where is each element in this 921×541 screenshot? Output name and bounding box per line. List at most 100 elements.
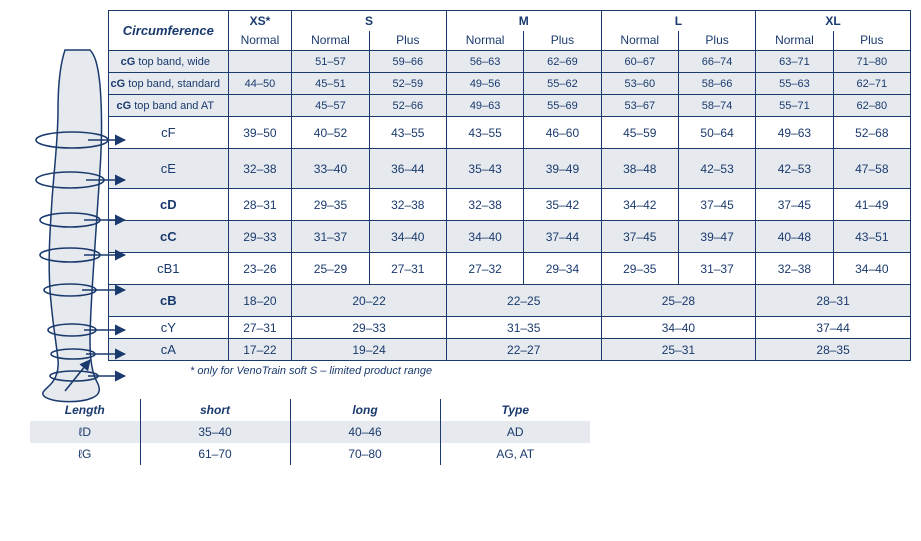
data-cell: 45–51 bbox=[292, 73, 369, 95]
data-cell: 37–45 bbox=[601, 221, 678, 253]
data-cell: 50–64 bbox=[678, 117, 755, 149]
length-cell: 40–46 bbox=[290, 421, 440, 443]
data-cell: 55–63 bbox=[756, 73, 833, 95]
data-cell: 22–25 bbox=[446, 285, 601, 317]
data-cell: 39–50 bbox=[228, 117, 292, 149]
data-cell: 62–69 bbox=[524, 51, 601, 73]
data-cell: 43–51 bbox=[833, 221, 910, 253]
data-cell: 34–40 bbox=[369, 221, 446, 253]
data-cell: 58–74 bbox=[678, 95, 755, 117]
data-cell: 39–47 bbox=[678, 221, 755, 253]
data-cell: 38–48 bbox=[601, 149, 678, 189]
data-cell: 59–66 bbox=[369, 51, 446, 73]
size-l: L bbox=[601, 11, 756, 31]
data-cell: 41–49 bbox=[833, 189, 910, 221]
data-cell: 32–38 bbox=[228, 149, 292, 189]
data-cell: 29–34 bbox=[524, 253, 601, 285]
subheader-cell: Normal bbox=[756, 31, 833, 51]
subheader-cell: Plus bbox=[369, 31, 446, 51]
length-header: long bbox=[290, 399, 440, 421]
data-cell: 55–69 bbox=[524, 95, 601, 117]
cg-row-label: cG top band, wide bbox=[109, 51, 229, 73]
data-cell: 47–58 bbox=[833, 149, 910, 189]
data-cell: 40–52 bbox=[292, 117, 369, 149]
subheader-cell: Normal bbox=[446, 31, 523, 51]
subheader-cell: Normal bbox=[292, 31, 369, 51]
subheader-cell: Normal bbox=[601, 31, 678, 51]
data-cell: 31–37 bbox=[678, 253, 755, 285]
data-cell: 31–35 bbox=[446, 317, 601, 339]
data-cell: 66–74 bbox=[678, 51, 755, 73]
circumference-title: Circumference bbox=[109, 11, 229, 51]
data-cell: 32–38 bbox=[756, 253, 833, 285]
data-cell: 42–53 bbox=[756, 149, 833, 189]
footnote: * only for VenoTrain soft S – limited pr… bbox=[190, 365, 911, 377]
length-cell: ℓD bbox=[30, 421, 140, 443]
data-cell bbox=[228, 95, 292, 117]
size-xs: XS* bbox=[228, 11, 292, 31]
data-cell: 62–80 bbox=[833, 95, 910, 117]
row-label: cY bbox=[109, 317, 229, 339]
data-cell: 25–28 bbox=[601, 285, 756, 317]
size-s: S bbox=[292, 11, 447, 31]
data-cell: 29–33 bbox=[292, 317, 447, 339]
data-cell: 34–40 bbox=[833, 253, 910, 285]
data-cell: 49–56 bbox=[446, 73, 523, 95]
data-cell: 71–80 bbox=[833, 51, 910, 73]
length-cell: 61–70 bbox=[140, 443, 290, 465]
data-cell bbox=[228, 51, 292, 73]
data-cell: 27–32 bbox=[446, 253, 523, 285]
length-cell: 70–80 bbox=[290, 443, 440, 465]
data-cell: 25–29 bbox=[292, 253, 369, 285]
data-cell: 18–20 bbox=[228, 285, 292, 317]
row-label: cE bbox=[109, 149, 229, 189]
row-label: cB bbox=[109, 285, 229, 317]
data-cell: 37–44 bbox=[524, 221, 601, 253]
length-cell: ℓG bbox=[30, 443, 140, 465]
subheader-cell: Plus bbox=[833, 31, 910, 51]
data-cell: 27–31 bbox=[369, 253, 446, 285]
data-cell: 43–55 bbox=[446, 117, 523, 149]
row-label: cC bbox=[109, 221, 229, 253]
data-cell: 35–42 bbox=[524, 189, 601, 221]
data-cell: 28–31 bbox=[756, 285, 911, 317]
data-cell: 31–37 bbox=[292, 221, 369, 253]
data-cell: 58–66 bbox=[678, 73, 755, 95]
row-label: cB1 bbox=[109, 253, 229, 285]
data-cell: 36–44 bbox=[369, 149, 446, 189]
data-cell: 32–38 bbox=[369, 189, 446, 221]
data-cell: 55–62 bbox=[524, 73, 601, 95]
data-cell: 63–71 bbox=[756, 51, 833, 73]
length-table: LengthshortlongType ℓD35–4040–46ADℓG61–7… bbox=[30, 399, 590, 465]
subheader-cell: Normal bbox=[228, 31, 292, 51]
circumference-table: Circumference XS* S M L XL NormalNormalP… bbox=[108, 10, 911, 361]
length-cell: AG, AT bbox=[440, 443, 590, 465]
data-cell: 32–38 bbox=[446, 189, 523, 221]
data-cell: 19–24 bbox=[292, 339, 447, 361]
subheader-cell: Plus bbox=[524, 31, 601, 51]
data-cell: 28–31 bbox=[228, 189, 292, 221]
data-cell: 45–59 bbox=[601, 117, 678, 149]
data-cell: 28–35 bbox=[756, 339, 911, 361]
length-header: Type bbox=[440, 399, 590, 421]
data-cell: 34–40 bbox=[601, 317, 756, 339]
data-cell: 53–67 bbox=[601, 95, 678, 117]
data-cell: 34–40 bbox=[446, 221, 523, 253]
data-cell: 44–50 bbox=[228, 73, 292, 95]
size-xl: XL bbox=[756, 11, 911, 31]
data-cell: 45–57 bbox=[292, 95, 369, 117]
data-cell: 33–40 bbox=[292, 149, 369, 189]
data-cell: 17–22 bbox=[228, 339, 292, 361]
data-cell: 53–60 bbox=[601, 73, 678, 95]
data-cell: 34–42 bbox=[601, 189, 678, 221]
data-cell: 49–63 bbox=[756, 117, 833, 149]
data-cell: 37–44 bbox=[756, 317, 911, 339]
data-cell: 27–31 bbox=[228, 317, 292, 339]
data-cell: 39–49 bbox=[524, 149, 601, 189]
data-cell: 29–35 bbox=[292, 189, 369, 221]
row-label: cA bbox=[109, 339, 229, 361]
row-label: cF bbox=[109, 117, 229, 149]
data-cell: 29–33 bbox=[228, 221, 292, 253]
data-cell: 42–53 bbox=[678, 149, 755, 189]
cg-row-label: cG top band, standard bbox=[109, 73, 229, 95]
